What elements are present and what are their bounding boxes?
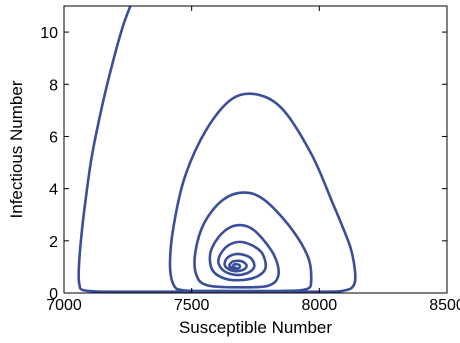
trajectory-line-0 xyxy=(77,6,357,293)
y-tick-label: 6 xyxy=(49,129,58,146)
x-tick-label: 7500 xyxy=(174,297,210,314)
y-axis-label: Infectious Number xyxy=(7,80,26,218)
x-tick-label: 7000 xyxy=(46,297,82,314)
y-tick-label: 0 xyxy=(49,286,58,303)
y-tick-label: 4 xyxy=(49,182,58,199)
y-tick-label: 10 xyxy=(40,25,58,42)
plot-frame xyxy=(63,5,448,294)
y-tick-label: 2 xyxy=(49,234,58,251)
y-tick-label: 8 xyxy=(49,77,58,94)
x-tick-label: 8000 xyxy=(302,297,338,314)
x-axis-label: Susceptible Number xyxy=(179,318,332,337)
